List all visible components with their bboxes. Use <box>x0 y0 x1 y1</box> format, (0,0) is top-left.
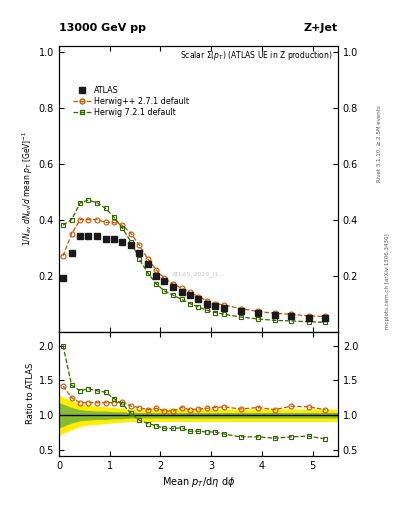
Text: Rivet 3.1.10, ≥ 2.5M events: Rivet 3.1.10, ≥ 2.5M events <box>377 105 382 182</box>
Text: 13000 GeV pp: 13000 GeV pp <box>59 23 146 33</box>
Text: Z+Jet: Z+Jet <box>304 23 338 33</box>
Text: Scalar $\Sigma(p_T)$ (ATLAS UE in Z production): Scalar $\Sigma(p_T)$ (ATLAS UE in Z prod… <box>180 49 332 62</box>
Text: mcplots.cern.ch [arXiv:1306.3436]: mcplots.cern.ch [arXiv:1306.3436] <box>385 234 389 329</box>
Y-axis label: $1/N_{ev}$ $dN_{ev}/d$ mean $p_T$ [GeV]$^{-1}$: $1/N_{ev}$ $dN_{ev}/d$ mean $p_T$ [GeV]$… <box>20 131 35 246</box>
Legend: ATLAS, Herwig++ 2.7.1 default, Herwig 7.2.1 default: ATLAS, Herwig++ 2.7.1 default, Herwig 7.… <box>72 84 191 119</box>
Y-axis label: Ratio to ATLAS: Ratio to ATLAS <box>26 363 35 424</box>
X-axis label: Mean $p_T$/d$\eta$ d$\phi$: Mean $p_T$/d$\eta$ d$\phi$ <box>162 475 235 489</box>
Text: ATLAS_2019_I1...: ATLAS_2019_I1... <box>172 272 225 278</box>
